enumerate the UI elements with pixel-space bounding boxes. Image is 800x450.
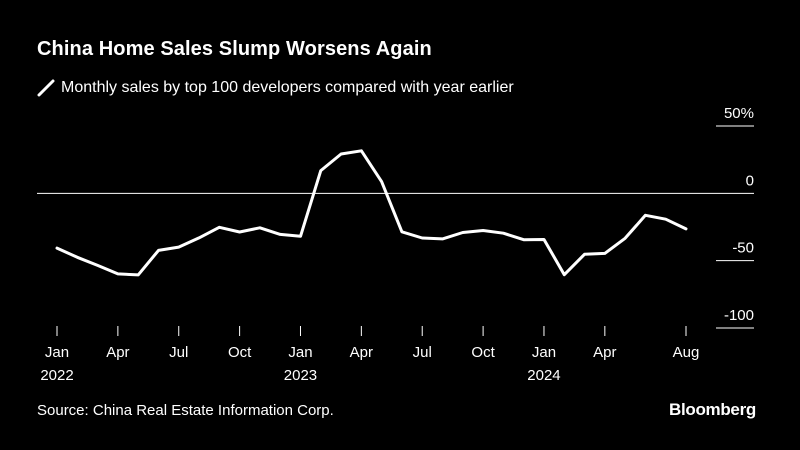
- y-tick-label: -100: [724, 307, 754, 324]
- series-layer: [55, 149, 688, 277]
- series-line: [55, 149, 688, 277]
- chart-title: China Home Sales Slump Worsens Again: [37, 38, 432, 60]
- x-axis: Jan 2022 Apr Jul Oct Jan 2023 Apr Jul Oct Jan 2024 A…: [40, 326, 699, 384]
- bloomberg-logo: Bloomberg: [668, 400, 756, 419]
- x-tick-label: Aug: [673, 344, 700, 361]
- legend: Monthly sales by top 100 developers comp…: [37, 79, 514, 97]
- legend-label: Monthly sales by top 100 developers comp…: [61, 79, 514, 96]
- legend-line-icon: [37, 79, 55, 97]
- x-tick-label: Jul: [169, 344, 188, 361]
- x-tick-label: Oct: [228, 344, 252, 361]
- x-tick-label: Apr: [593, 344, 616, 361]
- x-year-label: 2022: [40, 367, 73, 384]
- y-tick-label: -50: [732, 240, 754, 257]
- y-tick-label: 0: [746, 172, 754, 189]
- x-year-label: 2023: [284, 367, 317, 384]
- y-axis: 50% 0 -50 -100: [37, 105, 754, 329]
- x-tick-label: Apr: [350, 344, 373, 361]
- x-tick-label: Oct: [471, 344, 495, 361]
- source-note: Source: China Real Estate Information Co…: [37, 402, 334, 419]
- y-tick-label: 50%: [724, 105, 754, 122]
- x-year-label: 2024: [527, 367, 560, 384]
- x-tick-label: Jan: [45, 344, 69, 361]
- x-tick-label: Jan: [288, 344, 312, 361]
- x-tick-label: Jul: [413, 344, 432, 361]
- x-tick-label: Apr: [106, 344, 129, 361]
- x-tick-label: Jan: [532, 344, 556, 361]
